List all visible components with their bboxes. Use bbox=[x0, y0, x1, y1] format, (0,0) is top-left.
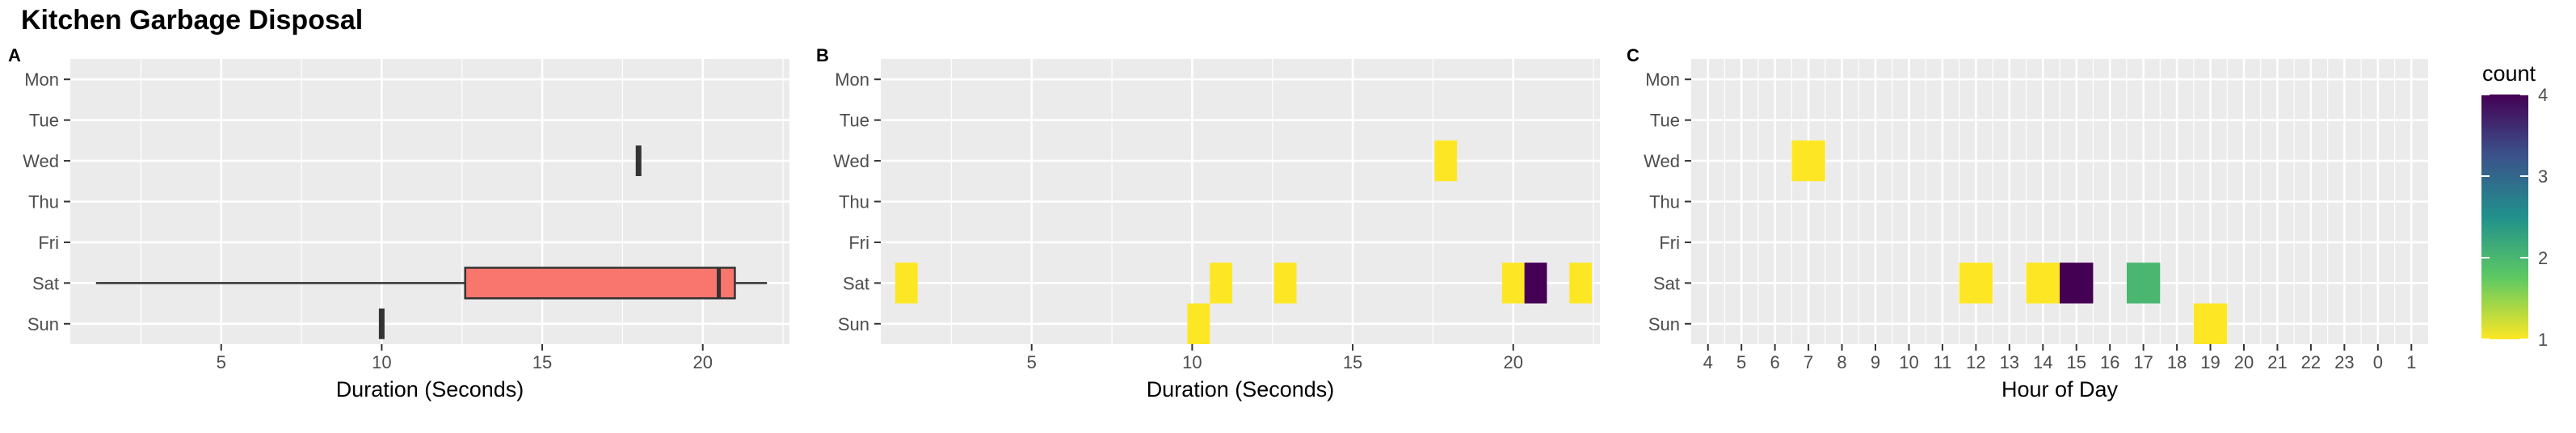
y-tick-label: Fri bbox=[1659, 233, 1680, 253]
heatmap-tile bbox=[2193, 303, 2228, 344]
panel-label: C bbox=[1627, 45, 1639, 65]
x-axis-title: Duration (Seconds) bbox=[336, 377, 524, 401]
x-tick-label: 10 bbox=[372, 352, 391, 372]
y-tick-label: Sun bbox=[1648, 314, 1680, 334]
panel-a: A 5 10 15 20 Mon Tue Wed Thu Fri Sat Sun Duration (S… bbox=[8, 45, 789, 401]
x-tick-label: 19 bbox=[2200, 352, 2220, 372]
y-tick-label: Fri bbox=[38, 233, 59, 253]
y-tick-label: Thu bbox=[1649, 192, 1680, 212]
x-tick-label: 20 bbox=[692, 352, 712, 372]
legend-tick-label: 1 bbox=[2538, 330, 2548, 350]
y-tick-label: Sat bbox=[1653, 273, 1680, 293]
y-tick-label: Sun bbox=[838, 314, 869, 334]
y-tick-label: Mon bbox=[835, 69, 869, 90]
y-tick-label: Fri bbox=[848, 233, 869, 253]
heatmap-tile bbox=[2126, 263, 2161, 304]
x-tick-label: 15 bbox=[532, 352, 552, 372]
y-tick-label: Wed bbox=[23, 151, 59, 171]
x-tick-label: 5 bbox=[1736, 352, 1746, 372]
y-tick-label: Sat bbox=[843, 273, 869, 293]
heatmap-tile bbox=[894, 263, 918, 304]
y-tick-label: Tue bbox=[1650, 111, 1680, 131]
x-tick-label: 5 bbox=[217, 352, 226, 372]
x-axis-title: Hour of Day bbox=[2001, 377, 2119, 401]
heatmap-tile bbox=[1791, 140, 1825, 182]
x-tick-label: 20 bbox=[2234, 352, 2254, 372]
y-tick-label: Sat bbox=[32, 273, 59, 293]
heatmap-tile bbox=[1187, 303, 1210, 344]
heatmap-tile bbox=[1273, 263, 1297, 304]
heatmap-tile bbox=[1524, 263, 1547, 304]
heatmap-tile bbox=[2060, 263, 2094, 304]
y-tick-label: Thu bbox=[28, 192, 59, 212]
x-tick-label: 13 bbox=[2000, 352, 2019, 372]
heatmap-tile bbox=[1434, 140, 1458, 182]
x-tick-label: 15 bbox=[1343, 352, 1362, 372]
box-sat bbox=[95, 267, 768, 300]
heatmap-tile bbox=[2026, 263, 2060, 304]
x-tick-label: 4 bbox=[1703, 352, 1713, 372]
legend: count 1 2 3 4 bbox=[2481, 61, 2548, 350]
legend-title: count bbox=[2482, 61, 2536, 86]
x-tick-label: 10 bbox=[1182, 352, 1202, 372]
heatmap-tile bbox=[1210, 263, 1233, 304]
x-tick-label: 21 bbox=[2267, 352, 2287, 372]
y-tick-label: Wed bbox=[1644, 151, 1680, 171]
x-tick-label: 5 bbox=[1027, 352, 1037, 372]
y-tick-label: Tue bbox=[840, 111, 869, 131]
box-iqr bbox=[464, 267, 736, 300]
x-axis-title: Duration (Seconds) bbox=[1147, 377, 1335, 401]
legend-tick-label: 2 bbox=[2538, 248, 2548, 268]
y-tick-label: Sun bbox=[27, 314, 59, 334]
y-tick-label: Mon bbox=[1645, 69, 1680, 90]
heatmap-tile bbox=[1501, 263, 1525, 304]
x-tick-label: 11 bbox=[1933, 352, 1951, 372]
x-tick-label: 16 bbox=[2100, 352, 2119, 372]
y-tick-label: Mon bbox=[24, 69, 59, 90]
panel-label: B bbox=[816, 45, 829, 65]
x-tick-label: 14 bbox=[2033, 352, 2052, 372]
y-tick-label: Wed bbox=[833, 151, 869, 171]
x-tick-label: 8 bbox=[1837, 352, 1846, 372]
x-tick-label: 9 bbox=[1871, 352, 1880, 372]
x-tick-label: 18 bbox=[2167, 352, 2187, 372]
figure-title: Kitchen Garbage Disposal bbox=[21, 5, 363, 36]
legend-tick-label: 4 bbox=[2538, 85, 2548, 105]
panel-b: B 5 10 15 20 Mon Tue Wed Thu Fri Sat Sun Duration (S… bbox=[816, 45, 1600, 401]
x-tick-label: 10 bbox=[1899, 352, 1918, 372]
panel-c: C 4 5 6 7 8 9 10 11 12 13 14 15 16 17 18 19 20 21 22 23 0 1 Mon… bbox=[1627, 45, 2428, 401]
panel-label: A bbox=[8, 45, 21, 65]
legend-colorbar bbox=[2481, 95, 2528, 339]
x-tick-label: 6 bbox=[1770, 352, 1780, 372]
x-tick-label: 23 bbox=[2334, 352, 2354, 372]
y-tick-label: Tue bbox=[29, 111, 59, 131]
y-tick-label: Thu bbox=[839, 192, 869, 212]
x-tick-label: 1 bbox=[2406, 352, 2416, 372]
x-tick-label: 0 bbox=[2373, 352, 2383, 372]
legend-tick-label: 3 bbox=[2538, 166, 2548, 187]
x-tick-label: 20 bbox=[1503, 352, 1522, 372]
x-tick-label: 17 bbox=[2133, 352, 2153, 372]
x-tick-label: 22 bbox=[2301, 352, 2321, 372]
x-tick-label: 7 bbox=[1804, 352, 1813, 372]
x-tick-label: 12 bbox=[1966, 352, 1985, 372]
heatmap-tile bbox=[1569, 263, 1593, 304]
x-tick-label: 15 bbox=[2066, 352, 2086, 372]
heatmap-tile bbox=[1959, 263, 1993, 304]
